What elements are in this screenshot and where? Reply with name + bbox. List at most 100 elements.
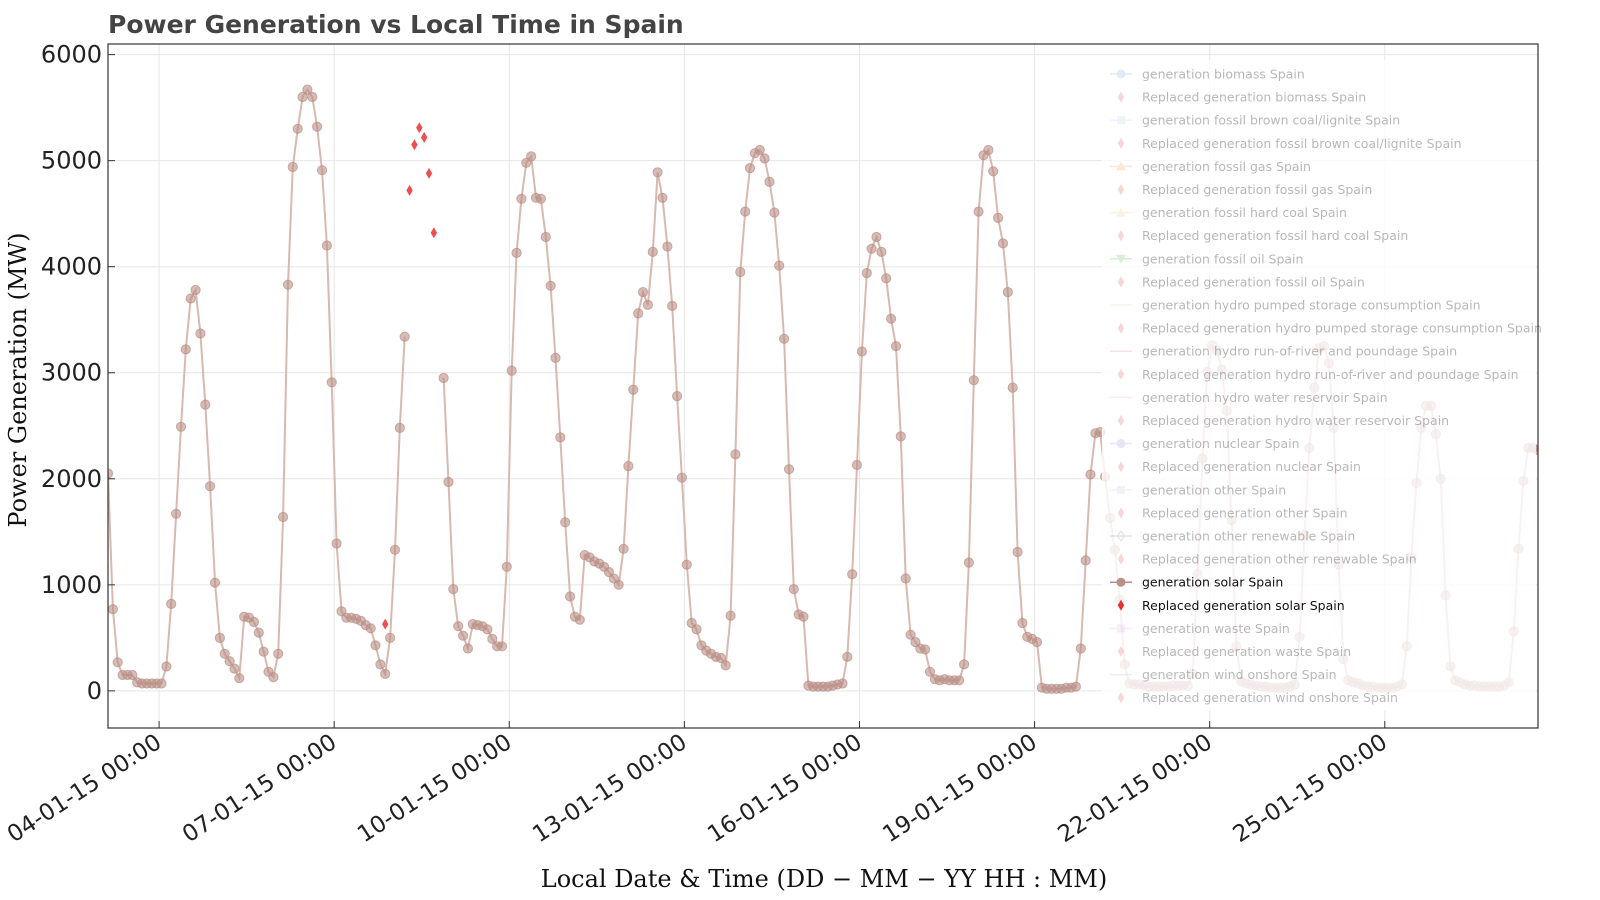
legend-label: generation wind onshore Spain bbox=[1142, 667, 1337, 682]
solar-point bbox=[195, 328, 206, 339]
replaced-solar-point bbox=[430, 227, 438, 239]
solar-point bbox=[321, 240, 332, 251]
solar-point bbox=[438, 372, 449, 384]
solar-point bbox=[613, 579, 624, 590]
legend-marker bbox=[1117, 368, 1125, 380]
solar-point bbox=[550, 352, 561, 363]
solar-point bbox=[292, 123, 303, 134]
solar-point bbox=[691, 624, 702, 635]
solar-point bbox=[365, 623, 376, 634]
legend-entry: generation waste Spain bbox=[1110, 621, 1290, 636]
legend-marker bbox=[1117, 646, 1125, 657]
solar-point bbox=[1537, 472, 1538, 475]
legend-label: generation nuclear Spain bbox=[1142, 436, 1300, 451]
solar-point bbox=[560, 517, 571, 528]
solar-point bbox=[983, 144, 994, 156]
solar-point bbox=[1075, 643, 1086, 654]
replaced-solar-point bbox=[416, 122, 423, 134]
solar-point bbox=[735, 266, 746, 278]
legend-label: generation hydro pumped storage consumpt… bbox=[1142, 298, 1481, 313]
solar-point bbox=[1070, 681, 1082, 692]
solar-point bbox=[248, 616, 259, 628]
legend-label: Replaced generation other Spain bbox=[1142, 505, 1348, 520]
legend-marker bbox=[1117, 692, 1125, 704]
solar-point bbox=[180, 344, 191, 355]
legend-marker bbox=[1117, 137, 1125, 149]
legend-label: Replaced generation nuclear Spain bbox=[1142, 459, 1361, 474]
solar-point bbox=[1002, 287, 1013, 298]
legend-entry: Replaced generation hydro water reservoi… bbox=[1117, 413, 1449, 428]
solar-point bbox=[565, 591, 576, 602]
legend-label: Replaced generation solar Spain bbox=[1142, 598, 1345, 613]
legend-marker bbox=[1117, 624, 1125, 633]
solar-point bbox=[545, 280, 556, 291]
solar-point bbox=[652, 167, 663, 178]
legend: generation biomass Spain Replaced generat… bbox=[1102, 60, 1542, 711]
legend-label: Replaced generation hydro pumped storage… bbox=[1142, 321, 1542, 336]
solar-point bbox=[574, 614, 585, 625]
solar-point bbox=[779, 333, 790, 344]
x-tick-label: 04-01-15 00:00 bbox=[3, 729, 166, 848]
solar-point bbox=[871, 231, 882, 243]
solar-point bbox=[278, 511, 289, 523]
solar-point bbox=[1080, 555, 1091, 566]
legend-marker bbox=[1117, 553, 1125, 565]
legend-label: generation solar Spain bbox=[1142, 575, 1283, 590]
legend-entry: Replaced generation fossil oil Spain bbox=[1117, 274, 1365, 289]
y-tick-label: 5000 bbox=[41, 147, 102, 175]
solar-point bbox=[287, 161, 298, 173]
legend-entry: Replaced generation hydro pumped storage… bbox=[1117, 321, 1542, 336]
solar-point bbox=[219, 648, 230, 659]
solar-point bbox=[108, 604, 118, 615]
legend-marker bbox=[1117, 485, 1125, 494]
solar-point bbox=[633, 308, 644, 319]
legend-entry: generation hydro run-of-river and pounda… bbox=[1110, 344, 1457, 359]
plot-frame bbox=[107, 43, 1539, 729]
solar-point bbox=[886, 313, 897, 324]
legend-label: generation waste Spain bbox=[1142, 621, 1290, 636]
x-tick-label: 25-01-15 00:00 bbox=[1229, 729, 1392, 848]
legend-marker bbox=[1117, 91, 1125, 103]
solar-point bbox=[837, 678, 848, 689]
solar-point bbox=[1582, 679, 1591, 688]
legend-label: generation fossil gas Spain bbox=[1142, 159, 1311, 174]
solar-point bbox=[1548, 587, 1557, 596]
legend-entry: Replaced generation nuclear Spain bbox=[1117, 459, 1361, 474]
solar-point bbox=[331, 538, 342, 549]
solar-point bbox=[326, 377, 337, 388]
y-tick-label: 4000 bbox=[41, 253, 102, 281]
y-tick-label: 3000 bbox=[41, 359, 102, 387]
solar-point bbox=[448, 584, 459, 595]
solar-point bbox=[282, 279, 294, 290]
solar-point bbox=[847, 569, 858, 580]
solar-point bbox=[1558, 676, 1567, 685]
solar-point bbox=[516, 193, 527, 204]
legend-entry: generation other Spain bbox=[1110, 482, 1286, 497]
solar-point bbox=[657, 192, 668, 203]
solar-point bbox=[681, 559, 692, 570]
legend-label: generation fossil hard coal Spain bbox=[1142, 205, 1347, 220]
legend-entry: generation fossil gas Spain bbox=[1110, 159, 1311, 174]
solar-point bbox=[895, 431, 906, 442]
solar-point bbox=[1012, 546, 1023, 558]
solar-point bbox=[647, 246, 658, 257]
legend-marker bbox=[1116, 161, 1126, 171]
y-tick-label: 0 bbox=[87, 677, 102, 705]
solar-point bbox=[740, 206, 751, 217]
x-tick-label: 07-01-15 00:00 bbox=[178, 729, 341, 848]
solar-point bbox=[866, 243, 877, 254]
legend-label: Replaced generation other renewable Spai… bbox=[1142, 552, 1417, 567]
solar-point bbox=[715, 652, 727, 664]
solar-point bbox=[399, 331, 410, 342]
legend-label: generation biomass Spain bbox=[1142, 67, 1305, 82]
solar-point bbox=[798, 611, 809, 622]
legend-marker bbox=[1116, 69, 1126, 79]
solar-point bbox=[200, 399, 211, 410]
solar-point bbox=[555, 432, 566, 443]
y-axis: 0 1000 2000 3000 4000 5000 6000 bbox=[41, 41, 115, 705]
solar-point bbox=[842, 651, 853, 663]
solar-point bbox=[229, 663, 240, 674]
legend-label: Replaced generation wind onshore Spain bbox=[1142, 690, 1398, 705]
solar-point bbox=[458, 630, 469, 641]
